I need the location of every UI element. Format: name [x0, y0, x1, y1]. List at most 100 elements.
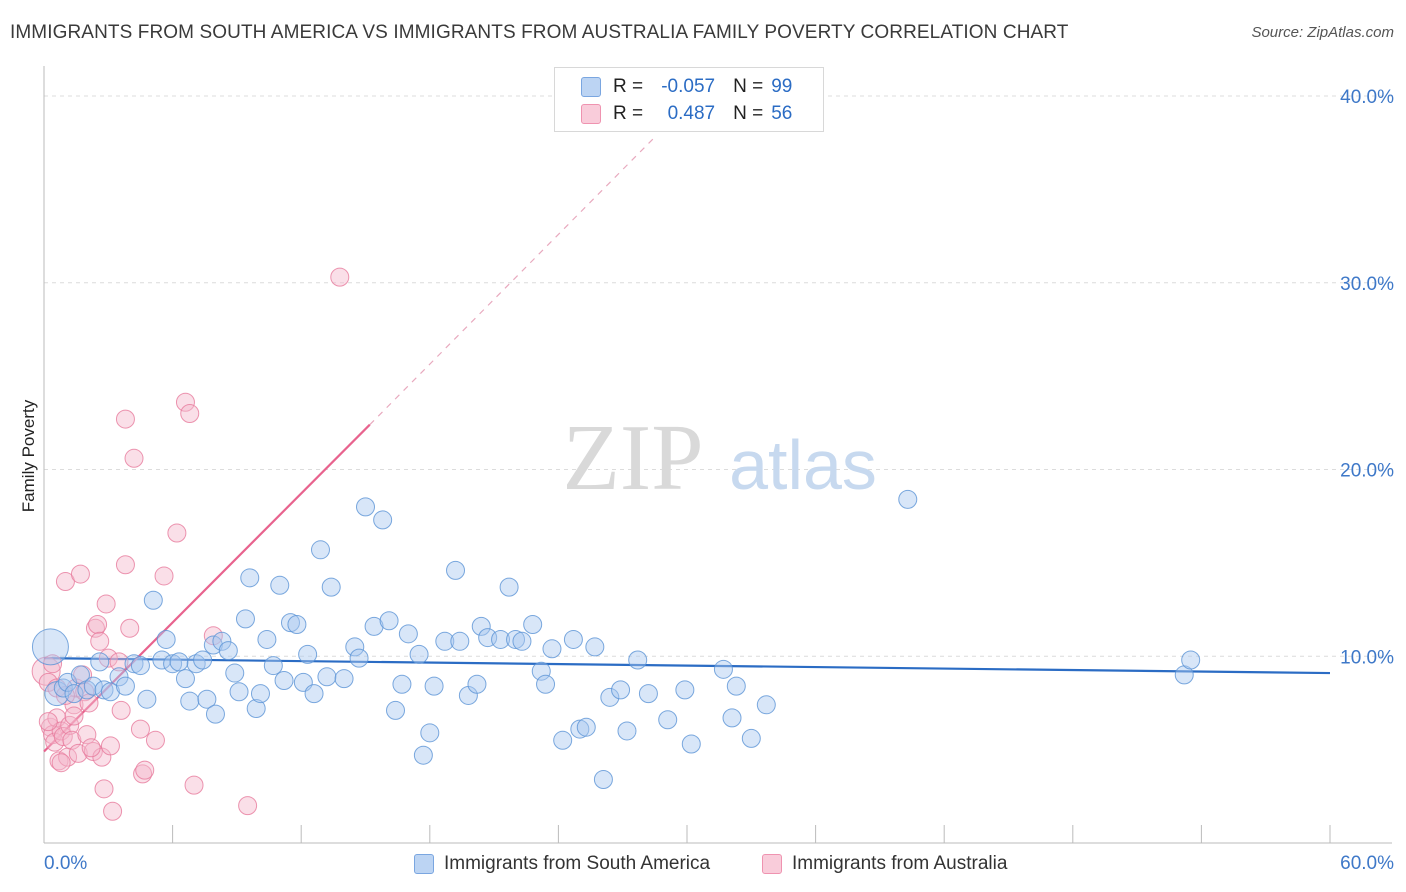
point-south-america	[409, 644, 429, 664]
point-australia	[184, 775, 204, 795]
axes	[43, 66, 1392, 844]
point-south-america	[235, 609, 255, 629]
series-label-australia: Immigrants from Australia	[792, 853, 1008, 874]
points-south-america	[31, 489, 1201, 790]
point-south-america	[450, 631, 470, 651]
source-label: Source: ZipAtlas.com	[1251, 24, 1394, 41]
legend-n-label-blue: N =	[733, 76, 764, 97]
point-australia	[145, 730, 165, 750]
point-south-america	[570, 719, 590, 739]
point-south-america	[345, 637, 365, 657]
point-south-america	[193, 650, 213, 670]
point-south-america	[240, 568, 260, 588]
point-south-america	[722, 708, 742, 728]
point-south-america	[424, 676, 444, 696]
point-australia	[68, 743, 88, 763]
legend-n-value-pink: 56	[771, 103, 793, 124]
point-south-america	[115, 676, 135, 696]
stats-legend: R = -0.057 N = 99 R = 0.487 N = 56	[554, 67, 824, 132]
point-south-america	[169, 652, 189, 672]
point-south-america	[1181, 650, 1201, 670]
point-south-america	[420, 723, 440, 743]
point-australia	[175, 392, 195, 412]
point-south-america	[124, 654, 144, 674]
y-tick-label: 40.0%	[1340, 87, 1394, 108]
point-south-america	[31, 628, 69, 666]
point-south-america	[638, 684, 658, 704]
watermark-zip: ZIP	[563, 406, 704, 510]
point-south-america	[542, 639, 562, 659]
point-australia	[81, 738, 101, 758]
point-south-america	[713, 659, 733, 679]
point-south-america	[467, 674, 487, 694]
legend-swatch-blue	[581, 77, 601, 97]
y-tick-label: 20.0%	[1340, 461, 1394, 482]
point-south-america	[137, 689, 157, 709]
series-swatch-south-america	[414, 854, 434, 874]
point-south-america	[334, 669, 354, 689]
series-label-south-america: Immigrants from South America	[444, 853, 711, 874]
point-south-america	[611, 680, 631, 700]
point-south-america	[298, 644, 318, 664]
point-south-america	[156, 629, 176, 649]
point-south-america	[250, 684, 270, 704]
point-south-america	[523, 615, 543, 635]
point-south-america	[446, 560, 466, 580]
point-south-america	[499, 577, 519, 597]
watermark-atlas: atlas	[729, 426, 877, 504]
point-australia	[115, 555, 135, 575]
point-south-america	[274, 671, 294, 691]
y-tick-label: 10.0%	[1340, 647, 1394, 668]
point-australia	[70, 564, 90, 584]
point-australia	[96, 594, 116, 614]
trend-line-australia-extension	[369, 136, 656, 426]
point-australia	[51, 753, 71, 773]
point-australia	[115, 409, 135, 429]
point-south-america	[83, 676, 103, 696]
point-south-america	[435, 631, 455, 651]
point-australia	[60, 715, 80, 735]
point-south-america	[205, 704, 225, 724]
point-australia	[55, 572, 75, 592]
point-south-america	[212, 631, 232, 651]
point-south-america	[379, 611, 399, 631]
point-australia	[90, 631, 110, 651]
point-australia	[100, 736, 120, 756]
point-south-america	[563, 629, 583, 649]
point-australia	[154, 566, 174, 586]
point-south-america	[675, 680, 695, 700]
point-south-america	[628, 650, 648, 670]
tick-labels: 10.0% 20.0% 30.0% 40.0% 0.0% 60.0%	[44, 87, 1394, 874]
point-south-america	[280, 613, 300, 633]
point-south-america	[471, 616, 491, 636]
point-south-america	[130, 656, 150, 676]
point-south-america	[317, 667, 337, 687]
point-south-america	[163, 654, 183, 674]
point-south-america	[658, 710, 678, 730]
point-south-america	[186, 654, 206, 674]
point-south-america	[90, 652, 110, 672]
point-south-america	[386, 700, 406, 720]
x-tick-label: 0.0%	[44, 853, 87, 874]
point-australia	[109, 652, 129, 672]
point-australia	[238, 796, 258, 816]
legend-n-value-blue: 99	[771, 76, 793, 97]
point-australia	[88, 615, 108, 635]
series-swatch-australia	[762, 854, 782, 874]
point-south-america	[349, 648, 369, 668]
point-south-america	[356, 497, 375, 517]
point-south-america	[180, 691, 200, 711]
point-australia	[64, 706, 84, 726]
point-south-america	[175, 669, 195, 689]
point-australia	[120, 618, 140, 638]
point-australia	[38, 712, 58, 732]
y-tick-label: 30.0%	[1340, 274, 1394, 295]
point-australia	[124, 448, 144, 468]
point-south-america	[270, 575, 290, 595]
points-australia	[31, 267, 350, 821]
point-south-america	[741, 728, 761, 748]
point-australia	[180, 403, 200, 423]
point-south-america	[246, 699, 266, 719]
point-south-america	[536, 674, 556, 694]
point-south-america	[304, 684, 324, 704]
